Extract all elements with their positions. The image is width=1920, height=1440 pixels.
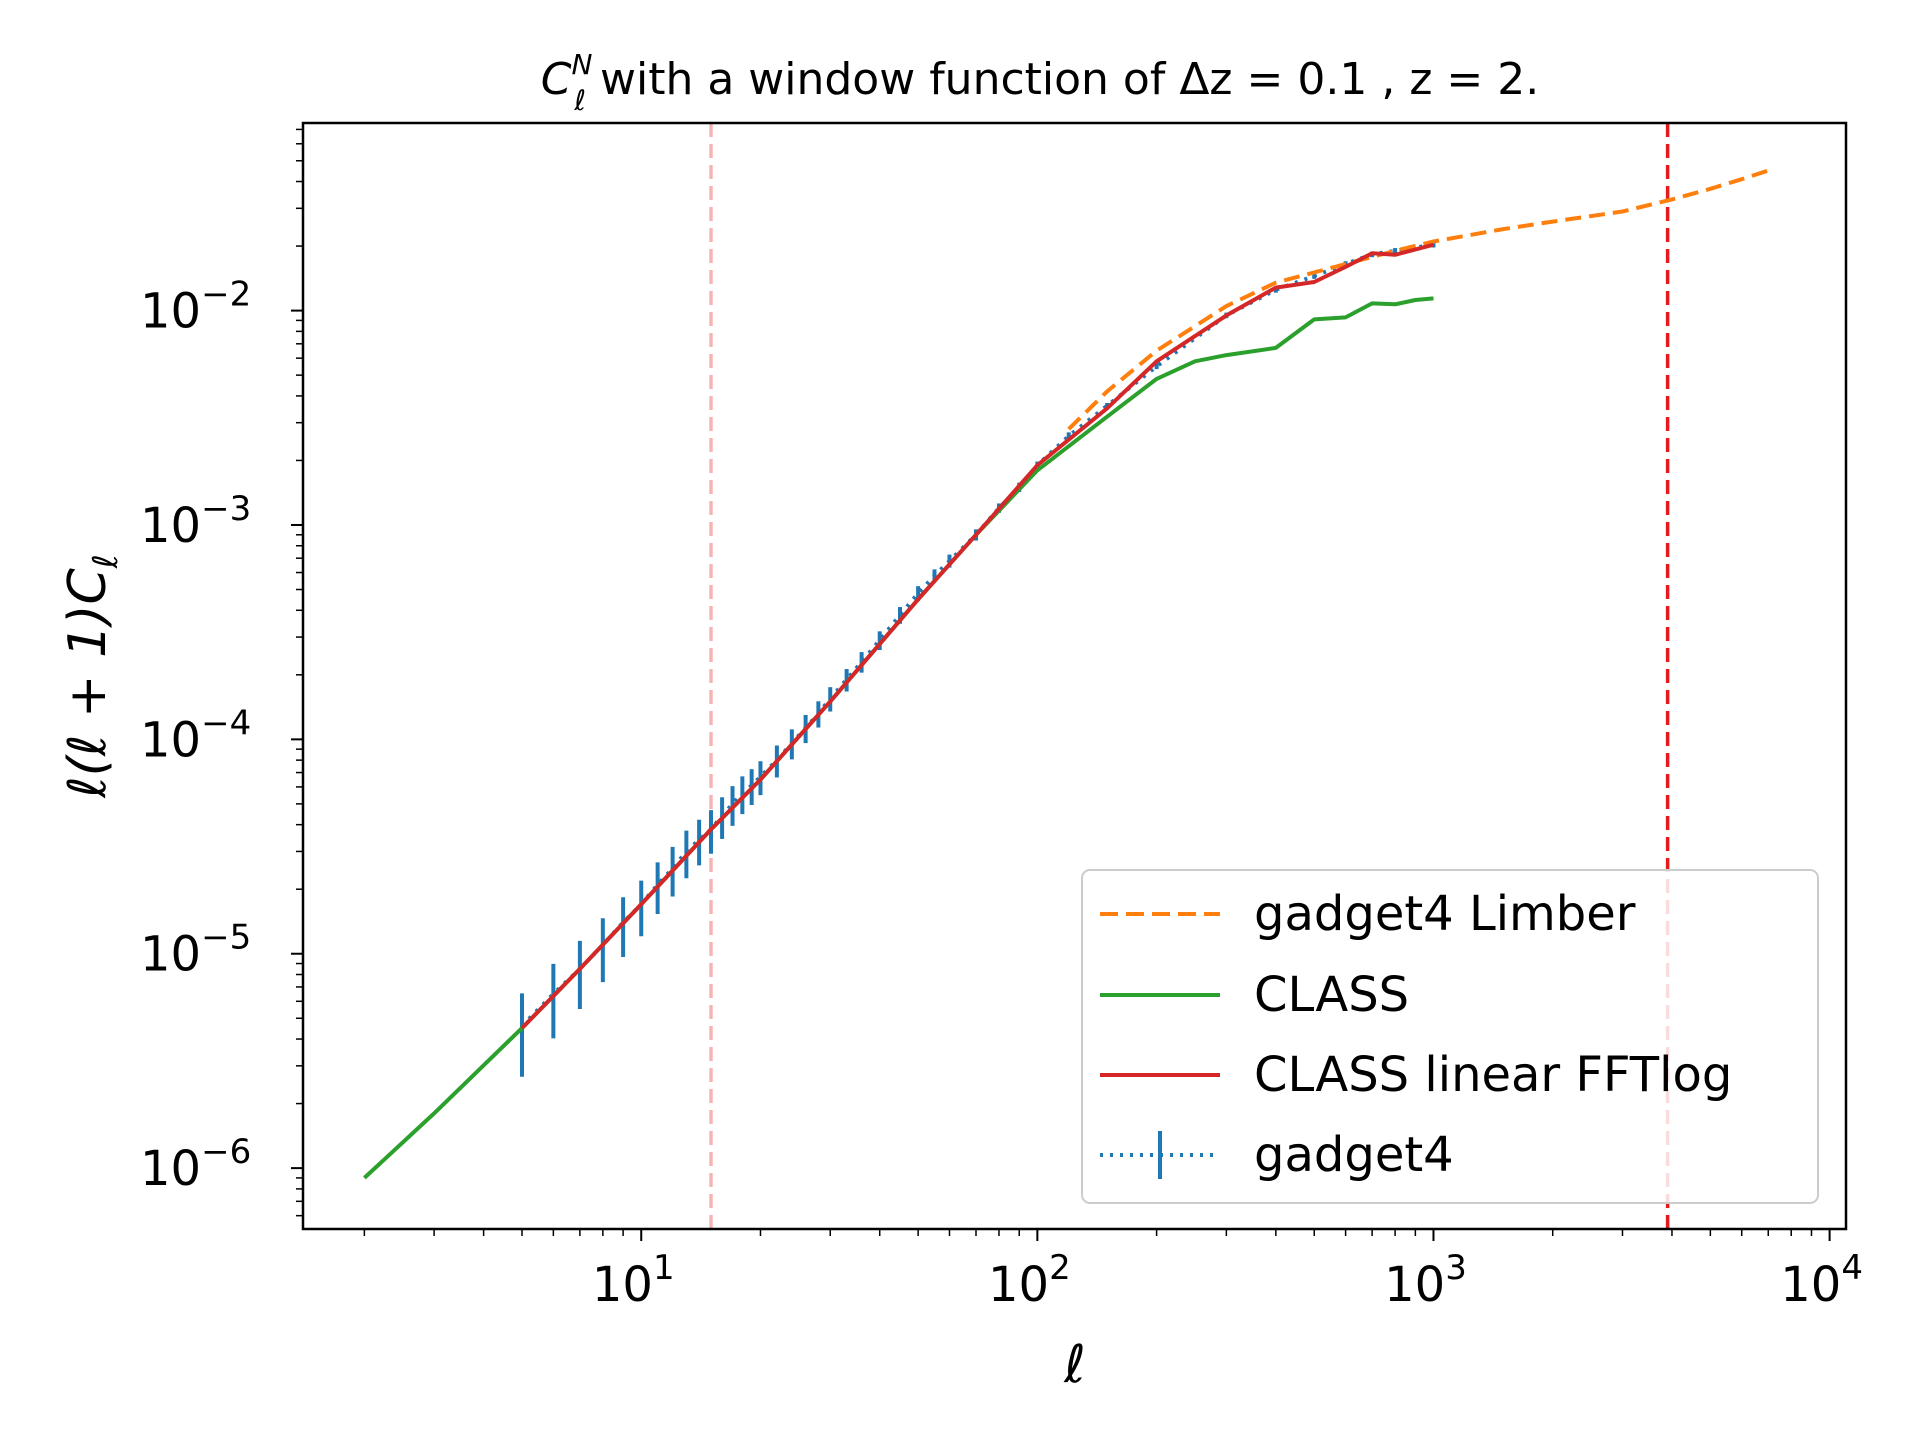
x-tick-label: 104 <box>1780 1248 1863 1313</box>
legend-label-class: CLASS <box>1254 967 1409 1023</box>
y-axis-label: ℓ(ℓ + 1)Cℓ <box>58 554 126 799</box>
series-layer <box>363 168 1769 1180</box>
x-tick-label: 102 <box>988 1248 1071 1313</box>
legend-label-gadget4: gadget4 <box>1254 1127 1454 1183</box>
plot-frame <box>301 121 1848 1231</box>
title-subscript: ℓ <box>573 84 586 117</box>
x-axis-label: ℓ <box>1063 1335 1085 1395</box>
x-tick-label: 101 <box>592 1248 675 1313</box>
legend-label-class-linear-fftlog: CLASS linear FFTlog <box>1254 1047 1732 1103</box>
y-axis-label-main: ℓ(ℓ + 1)C <box>58 568 118 799</box>
title-superscript: N <box>571 48 592 81</box>
y-tick-label: 10−5 <box>140 918 251 983</box>
title-text: with a window function of <box>600 54 1167 105</box>
y-tick-label: 10−6 <box>140 1132 251 1197</box>
legend-box <box>1081 869 1819 1204</box>
reference-lines <box>709 123 1670 1229</box>
series-gadget4-limber-line <box>1067 168 1769 431</box>
series-class-linear-fftlog-line <box>520 242 1435 1030</box>
title-dz: Δz = 0.1 <box>1179 54 1367 105</box>
axis-ticks: 101 102 103 104 10−6 10−5 10−4 10−3 10−2 <box>140 128 1863 1313</box>
legend: gadget4 Limber CLASS CLASS linear FFTlog… <box>1081 869 1819 1204</box>
y-tick-label: 10−4 <box>140 703 251 768</box>
y-tick-label: 10−2 <box>140 275 251 340</box>
legend-label-gadget4-limber: gadget4 Limber <box>1254 886 1636 942</box>
y-tick-label: 10−3 <box>140 489 251 554</box>
x-tick-label: 103 <box>1384 1248 1467 1313</box>
y-axis-label-sub: ℓ <box>86 554 126 569</box>
title-symbol: C <box>541 54 572 105</box>
title-z: z = 2. <box>1409 54 1539 105</box>
title-sep: , <box>1381 54 1395 105</box>
chart-title: CN ℓ with a window function of Δz = 0.1 ,… <box>541 48 1540 117</box>
